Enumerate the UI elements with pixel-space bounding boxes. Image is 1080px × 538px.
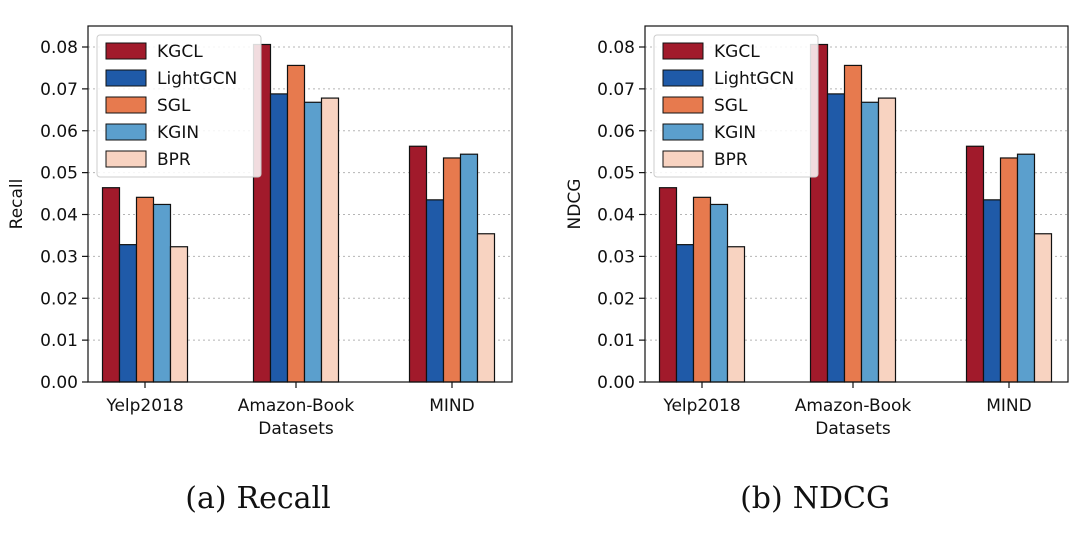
bar-kgin-yelp2018	[709, 203, 729, 383]
y-tick-label: 0.01	[597, 331, 635, 351]
bar-sgl-yelp2018	[135, 196, 155, 383]
legend-swatch-sgl	[105, 96, 147, 114]
y-tick-label: 0.04	[597, 206, 635, 226]
x-tick-label: Yelp2018	[662, 396, 740, 416]
bar-sgl-amazon-book	[843, 64, 863, 383]
panel-caption-label: (a)	[185, 481, 226, 516]
panel-caption-label: (b)	[740, 481, 783, 516]
bar-lightgcn-amazon-book	[826, 93, 846, 383]
bar-bpr-yelp2018	[169, 246, 189, 383]
bar-bpr-mind	[476, 233, 496, 383]
y-tick-label: 0.07	[597, 80, 635, 100]
legend-swatch-lightgcn	[105, 69, 147, 87]
legend-swatch-bpr	[662, 150, 704, 168]
panel-caption-title: Recall	[237, 481, 331, 516]
y-tick-label: 0.02	[40, 289, 78, 309]
bar-lightgcn-yelp2018	[675, 244, 695, 383]
legend-label-lightgcn: LightGCN	[714, 69, 794, 89]
legend-swatch-kgcl	[662, 42, 704, 60]
y-axis-label: Recall	[7, 179, 27, 230]
legend-swatch-kgcl	[105, 42, 147, 60]
legend-label-kgin: KGIN	[714, 123, 756, 143]
y-tick-label: 0.08	[40, 38, 78, 58]
y-tick-label: 0.08	[597, 38, 635, 58]
x-axis-label: Datasets	[258, 419, 334, 439]
legend-swatch-kgin	[105, 123, 147, 141]
legend-label-sgl: SGL	[157, 96, 191, 116]
bar-kgin-yelp2018	[152, 203, 172, 383]
plot-frame	[87, 25, 513, 383]
bar-sgl-mind	[442, 157, 462, 383]
y-tick-label: 0.03	[40, 247, 78, 267]
plot-frame	[644, 25, 1069, 383]
y-tick-label: 0.05	[597, 164, 635, 184]
bar-lightgcn-yelp2018	[118, 244, 138, 383]
y-tick-label: 0.00	[40, 373, 78, 393]
bar-sgl-mind	[999, 157, 1019, 383]
legend-label-kgin: KGIN	[157, 123, 199, 143]
bar-bpr-mind	[1033, 233, 1053, 383]
legend-swatch-bpr	[105, 150, 147, 168]
bar-sgl-amazon-book	[286, 64, 306, 383]
bar-lightgcn-mind	[982, 199, 1002, 383]
panel-caption-title: NDCG	[793, 481, 890, 516]
bar-sgl-yelp2018	[692, 196, 712, 383]
legend-label-lightgcn: LightGCN	[157, 69, 237, 89]
x-tick-label: MIND	[429, 396, 475, 416]
legend-label-bpr: BPR	[157, 150, 191, 170]
bar-kgcl-mind	[965, 145, 985, 383]
x-tick-label: Amazon-Book	[795, 396, 912, 416]
bar-kgin-mind	[459, 153, 479, 383]
bar-bpr-amazon-book	[877, 97, 897, 383]
x-axis-label: Datasets	[815, 419, 891, 439]
y-axis-label: NDCG	[565, 179, 585, 230]
y-tick-label: 0.05	[40, 164, 78, 184]
y-tick-label: 0.03	[597, 247, 635, 267]
bar-lightgcn-mind	[425, 199, 445, 383]
bar-bpr-yelp2018	[726, 246, 746, 383]
bar-kgcl-yelp2018	[101, 187, 121, 383]
y-tick-label: 0.06	[40, 122, 78, 142]
chart-panel-1: 0.00 0.01 0.02 0.03 0.04 0.05 0.06 0.07 0.08 Yelp…	[7, 25, 513, 516]
x-tick-label: Yelp2018	[105, 396, 183, 416]
legend-label-sgl: SGL	[714, 96, 748, 116]
legend-label-bpr: BPR	[714, 150, 748, 170]
y-tick-label: 0.01	[40, 331, 78, 351]
y-tick-label: 0.07	[40, 80, 78, 100]
y-tick-label: 0.06	[597, 122, 635, 142]
legend-swatch-lightgcn	[662, 69, 704, 87]
y-tick-label: 0.00	[597, 373, 635, 393]
bar-kgin-amazon-book	[303, 101, 323, 383]
x-tick-label: MIND	[986, 396, 1032, 416]
bar-kgin-mind	[1016, 153, 1036, 383]
legend-swatch-sgl	[662, 96, 704, 114]
legend-label-kgcl: KGCL	[157, 42, 203, 62]
bar-bpr-amazon-book	[320, 97, 340, 383]
bar-lightgcn-amazon-book	[269, 93, 289, 383]
panel-caption: (a) Recall	[185, 481, 331, 516]
bar-kgcl-mind	[408, 145, 428, 383]
x-tick-label: Amazon-Book	[238, 396, 355, 416]
chart-panel-2: 0.00 0.01 0.02 0.03 0.04 0.05 0.06 0.07 0.08 Yelp…	[565, 25, 1069, 516]
bar-kgin-amazon-book	[860, 101, 880, 383]
y-tick-label: 0.02	[597, 289, 635, 309]
y-tick-label: 0.04	[40, 206, 78, 226]
panel-caption: (b) NDCG	[740, 481, 890, 516]
bar-kgcl-yelp2018	[658, 187, 678, 383]
legend-swatch-kgin	[662, 123, 704, 141]
legend-label-kgcl: KGCL	[714, 42, 760, 62]
